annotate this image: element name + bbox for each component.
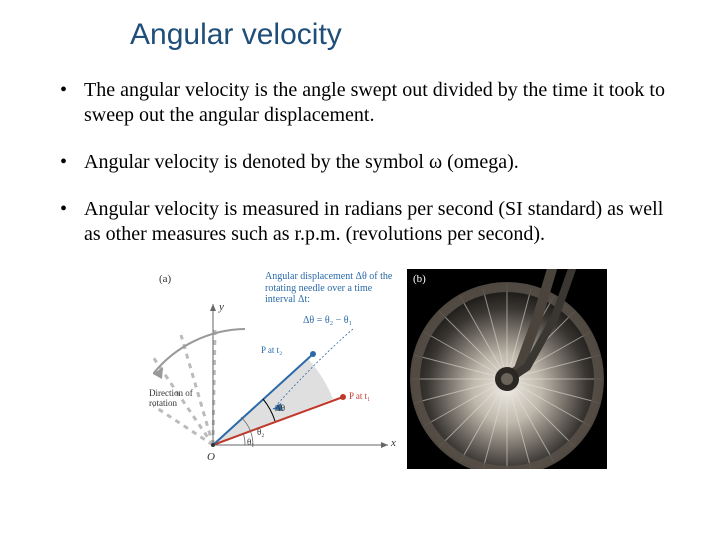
figure-panel-a: (a) <box>153 269 403 469</box>
panel-b-label: (b) <box>413 273 426 285</box>
delta-theta-label: Δθ <box>275 403 285 413</box>
axis-y-label: y <box>219 301 224 313</box>
figure-panel-b: (b) <box>407 269 607 469</box>
bullet-item: The angular velocity is the angle swept … <box>60 78 680 128</box>
page-title: Angular velocity <box>130 18 690 52</box>
p-at-t2-label: P at t₂ <box>261 345 282 355</box>
axis-x-label: x <box>391 437 396 449</box>
theta1-label: θ₁ <box>247 437 254 447</box>
bullet-item: Angular velocity is denoted by the symbo… <box>60 150 680 175</box>
bullet-list: The angular velocity is the angle swept … <box>30 78 690 247</box>
theta2-label: θ₂ <box>257 427 264 437</box>
figure-row: (a) <box>70 269 690 469</box>
p-at-t1-label: P at t₁ <box>349 391 370 401</box>
rotation-direction-label: Direction of rotation <box>149 389 201 409</box>
origin-label: O <box>207 451 215 463</box>
wheel-svg <box>407 269 607 469</box>
annotation-formula: Δθ = θ₂ − θ₁ <box>303 315 352 327</box>
bullet-item: Angular velocity is measured in radians … <box>60 197 680 247</box>
annotation-text: Angular displacement Δθ of the rotating … <box>265 271 400 306</box>
panel-a-label: (a) <box>159 273 171 285</box>
